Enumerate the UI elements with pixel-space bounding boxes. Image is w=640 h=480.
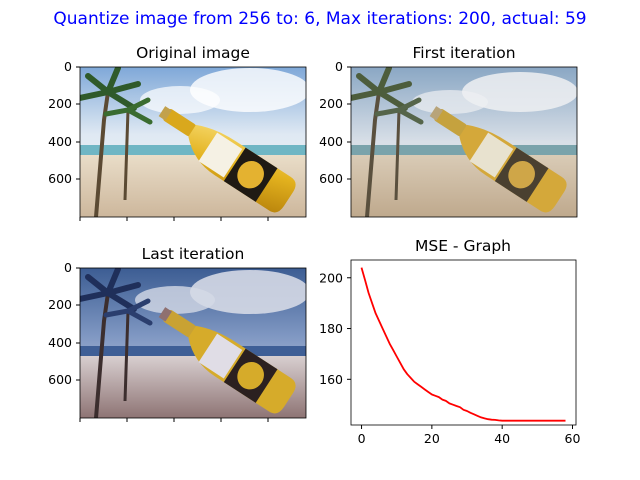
panel-mse-graph: MSE - Graph 0 20 40 60 160 180 200 <box>319 237 580 446</box>
ytick-label: 200 <box>319 96 343 111</box>
panel-first-yticks: 0 200 400 600 <box>319 59 351 186</box>
mse-series-line <box>360 267 566 422</box>
ytick-label: 200 <box>48 96 72 111</box>
y-tick-label: 180 <box>319 321 343 336</box>
ytick-label: 600 <box>319 171 343 186</box>
ytick-label: 600 <box>48 372 72 387</box>
x-tick-label: 20 <box>424 431 440 446</box>
ytick-label: 0 <box>64 260 72 275</box>
panel-original-title: Original image <box>136 44 250 62</box>
ytick-label: 0 <box>64 59 72 74</box>
panel-last-yticks: 0 200 400 600 <box>48 260 80 387</box>
x-tick-label: 60 <box>565 431 581 446</box>
last-iteration-image <box>80 268 306 418</box>
mse-chart-title: MSE - Graph <box>415 237 511 255</box>
panel-last-xticks <box>79 418 269 422</box>
ytick-label: 600 <box>48 171 72 186</box>
panel-original-yticks: 0 200 400 600 <box>48 59 80 186</box>
ytick-label: 0 <box>335 59 343 74</box>
y-tick-label: 200 <box>319 270 343 285</box>
mse-axis-ticks: 0 20 40 60 160 180 200 <box>319 270 580 446</box>
figure-suptitle: Quantize image from 256 to: 6, Max itera… <box>53 9 586 29</box>
panel-last-title: Last iteration <box>142 245 245 263</box>
panel-first-title: First iteration <box>412 44 515 62</box>
original-image <box>80 67 306 217</box>
mse-line-layer <box>360 267 566 422</box>
panel-last: Last iteration <box>48 245 307 422</box>
ytick-label: 400 <box>48 335 72 350</box>
panel-original: Original image <box>48 44 307 221</box>
mse-plot-area <box>350 259 577 426</box>
ytick-label: 400 <box>48 134 72 149</box>
ytick-label: 200 <box>48 297 72 312</box>
panel-original-xticks <box>79 217 269 221</box>
first-iteration-image <box>351 67 577 217</box>
ytick-label: 400 <box>319 134 343 149</box>
panel-first: First iteration <box>319 44 578 218</box>
x-tick-label: 0 <box>358 431 366 446</box>
x-tick-label: 40 <box>494 431 510 446</box>
y-tick-label: 160 <box>319 372 343 387</box>
